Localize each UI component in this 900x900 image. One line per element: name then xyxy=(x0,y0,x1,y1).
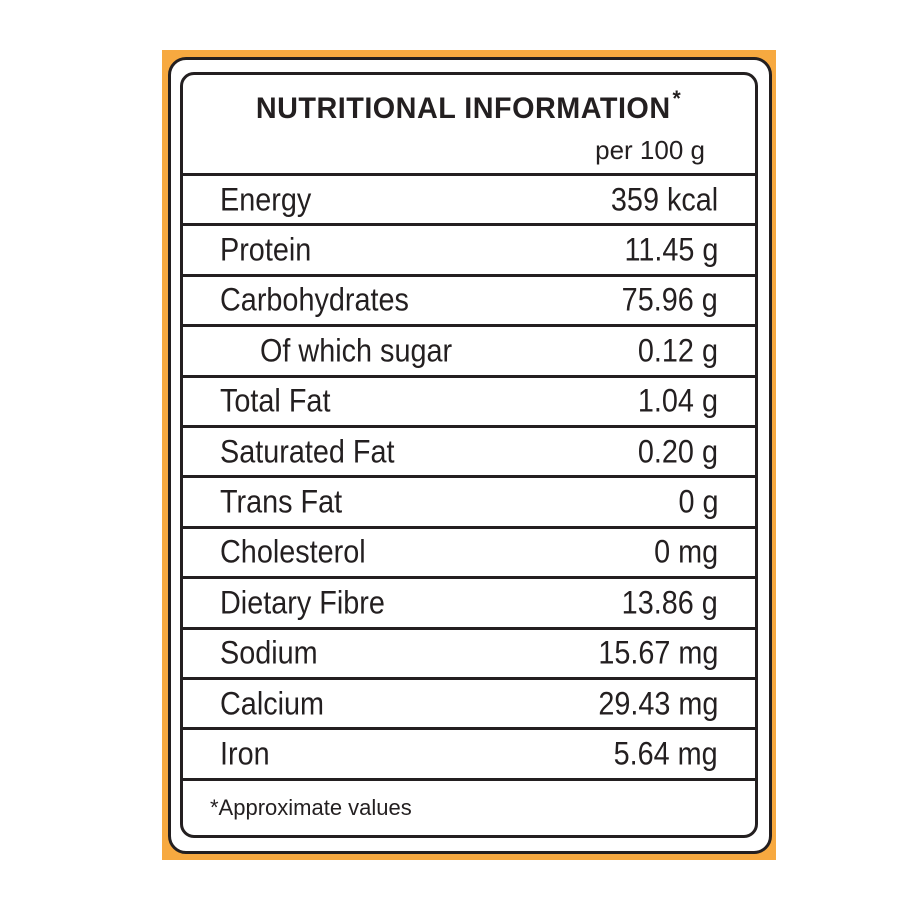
nutrition-table: NUTRITIONAL INFORMATION* per 100 g Energ… xyxy=(180,72,758,838)
table-title: NUTRITIONAL INFORMATION* xyxy=(183,86,755,126)
nutrient-name: Sodium xyxy=(220,634,318,671)
table-title-text: NUTRITIONAL INFORMATION xyxy=(256,92,672,125)
table-row: Total Fat 1.04 g xyxy=(183,378,755,428)
table-header: NUTRITIONAL INFORMATION* per 100 g xyxy=(183,75,755,176)
nutrient-name: Total Fat xyxy=(220,382,331,419)
table-row: Energy 359 kcal xyxy=(183,176,755,227)
table-row: Carbohydrates 75.96 g xyxy=(183,277,755,328)
nutrient-value: 359 kcal xyxy=(610,181,718,218)
serving-basis: per 100 g xyxy=(595,135,705,165)
table-row: Saturated Fat 0.20 g xyxy=(183,428,755,479)
nutrient-value: 29.43 mg xyxy=(597,685,718,722)
nutrient-name: Carbohydrates xyxy=(220,281,409,318)
title-asterisk: * xyxy=(672,86,682,111)
nutrient-name: Iron xyxy=(220,735,270,772)
nutrient-name: Calcium xyxy=(220,685,325,722)
footnote: *Approximate values xyxy=(210,795,412,820)
nutrient-value: 5.64 mg xyxy=(613,735,718,772)
nutrient-name: Of which sugar xyxy=(260,332,453,369)
nutrient-name: Dietary Fibre xyxy=(220,584,385,621)
table-row: Iron 5.64 mg xyxy=(183,730,755,781)
nutrient-name: Energy xyxy=(220,181,312,218)
table-row: Cholesterol 0 mg xyxy=(183,529,755,580)
nutrient-value: 15.67 mg xyxy=(597,634,718,671)
table-row: Trans Fat 0 g xyxy=(183,478,755,529)
nutrient-name: Saturated Fat xyxy=(220,433,395,470)
nutrient-name: Cholesterol xyxy=(220,533,366,570)
nutrient-value: 11.45 g xyxy=(624,231,718,268)
nutrient-name: Protein xyxy=(220,231,312,268)
nutrient-value: 0.20 g xyxy=(637,433,718,470)
table-row: Sodium 15.67 mg xyxy=(183,630,755,680)
nutrient-value: 75.96 g xyxy=(621,281,718,318)
table-row: Calcium 29.43 mg xyxy=(183,680,755,731)
nutrient-value: 1.04 g xyxy=(637,382,718,419)
nutrient-value: 13.86 g xyxy=(621,584,718,621)
table-row: Dietary Fibre 13.86 g xyxy=(183,579,755,630)
table-row: Of which sugar 0.12 g xyxy=(183,327,755,378)
nutrient-value: 0 mg xyxy=(653,533,718,570)
nutrient-value: 0 g xyxy=(677,483,718,520)
table-row: Protein 11.45 g xyxy=(183,226,755,277)
nutrient-name: Trans Fat xyxy=(220,483,343,520)
nutrient-value: 0.12 g xyxy=(637,332,718,369)
